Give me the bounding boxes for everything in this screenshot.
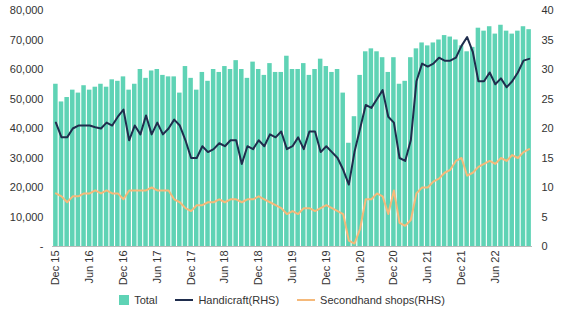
svg-text:Dec 19: Dec 19 bbox=[320, 251, 332, 286]
svg-text:Dec 21: Dec 21 bbox=[455, 251, 467, 286]
svg-text:10,000: 10,000 bbox=[10, 211, 44, 223]
svg-text:80,000: 80,000 bbox=[10, 4, 44, 16]
svg-text:30: 30 bbox=[542, 63, 554, 75]
svg-text:Jun 20: Jun 20 bbox=[354, 251, 366, 284]
svg-text:20: 20 bbox=[542, 122, 554, 134]
svg-text:Dec 17: Dec 17 bbox=[185, 251, 197, 286]
html-text:Handicraft(RHS): Handicraft(RHS) bbox=[198, 294, 280, 306]
svg-text:Jun 17: Jun 17 bbox=[151, 251, 163, 284]
svg-text:40: 40 bbox=[542, 4, 554, 16]
svg-text:25: 25 bbox=[542, 93, 554, 105]
svg-text:-: - bbox=[40, 240, 44, 252]
svg-text:10: 10 bbox=[542, 181, 554, 193]
html-text:Total: Total bbox=[134, 294, 158, 306]
svg-text:Dec 16: Dec 16 bbox=[117, 251, 129, 286]
svg-text:Jun 19: Jun 19 bbox=[286, 251, 298, 284]
svg-text:40,000: 40,000 bbox=[10, 122, 44, 134]
svg-text:Dec 18: Dec 18 bbox=[252, 251, 264, 286]
svg-text:50,000: 50,000 bbox=[10, 93, 44, 105]
svg-text:Dec 15: Dec 15 bbox=[49, 251, 61, 286]
svg-text:Jun 21: Jun 21 bbox=[421, 251, 433, 284]
svg-text:Jun 18: Jun 18 bbox=[218, 251, 230, 284]
svg-text:70,000: 70,000 bbox=[10, 34, 44, 46]
svg-text:Dec 20: Dec 20 bbox=[387, 251, 399, 286]
svg-text:35: 35 bbox=[542, 34, 554, 46]
svg-text:0: 0 bbox=[542, 240, 548, 252]
svg-text:Jun 22: Jun 22 bbox=[489, 251, 501, 284]
html-text:Secondhand shops(RHS): Secondhand shops(RHS) bbox=[320, 294, 445, 306]
svg-text:60,000: 60,000 bbox=[10, 63, 44, 75]
svg-text:Jun 16: Jun 16 bbox=[83, 251, 95, 284]
svg-text:30,000: 30,000 bbox=[10, 152, 44, 164]
svg-text:15: 15 bbox=[542, 152, 554, 164]
svg-text:5: 5 bbox=[542, 211, 548, 223]
svg-text:20,000: 20,000 bbox=[10, 181, 44, 193]
